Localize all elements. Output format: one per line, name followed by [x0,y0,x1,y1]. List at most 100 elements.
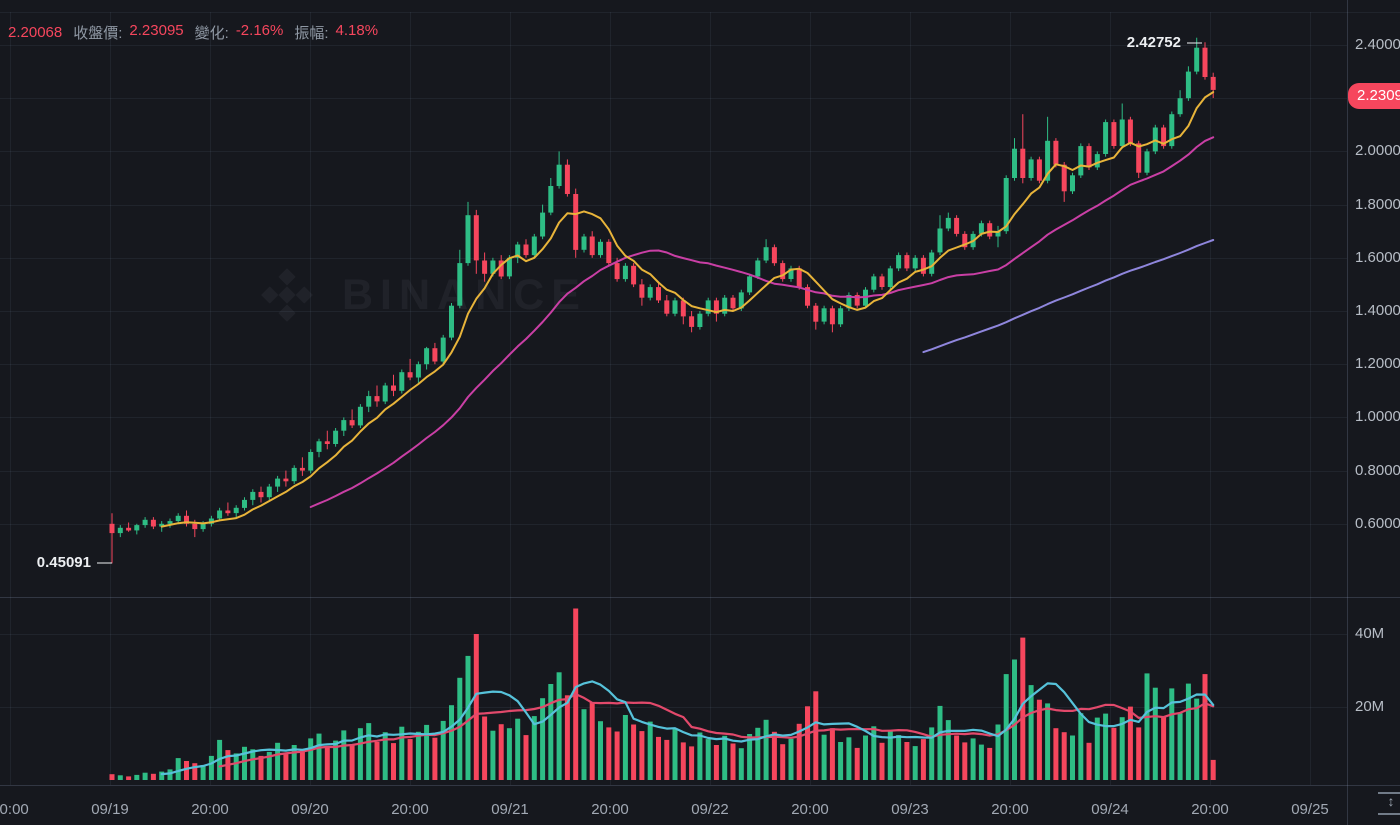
candle-body [374,396,380,402]
volume-ma-slow-line [218,693,1215,768]
volume-bar [341,730,347,780]
candle-body [978,223,984,234]
candle-body [440,337,446,362]
volume-bar [184,761,189,780]
candle-body [540,212,546,237]
volume-bar [134,774,140,780]
volume-bar [175,758,181,780]
volume-bar [846,737,852,780]
volume-bar [904,742,910,780]
candle-body [324,441,330,444]
volume-bar [457,677,463,780]
candle-body [747,276,753,293]
time-axis-label: 20:00 [791,801,829,818]
volume-bar [1161,716,1167,780]
pointer-dash: — [97,554,112,571]
volume-bar [432,737,438,780]
volume-bar [771,731,777,780]
volume-axis-label: 40M [1355,625,1385,642]
volume-bar [126,776,132,780]
volume-bar [647,721,653,780]
volume-bar [1086,742,1092,780]
volume-bar [250,749,256,780]
volume-bar [275,742,281,780]
candle-body [1202,47,1208,77]
volume-bar [1127,706,1133,780]
volume-bar [283,754,289,780]
volume-bar [1185,683,1191,780]
candle-body [515,244,521,258]
volume-bar [374,742,380,780]
scale-adjust-icon[interactable]: ↕ [1378,792,1400,815]
time-axis-label: 20:00 [391,801,429,818]
candle-body [622,265,628,280]
volume-bar [1119,717,1125,780]
volume-bar [664,739,670,780]
ma99-line [922,239,1215,354]
volume-bar [747,734,753,780]
volume-bar [738,748,744,780]
candle-body [912,257,918,269]
price-axis-label: 2.0000 [1355,142,1400,160]
price-axis-label: 2.4000 [1355,36,1400,53]
candle-body [763,247,769,261]
candle-body [1020,148,1026,178]
candle-body [564,164,570,194]
volume-bar [581,709,587,780]
volume-bar [639,731,645,780]
volume-bar [821,734,827,780]
last-price-badge: 2.23095 [1348,83,1400,109]
ma7-line [160,91,1215,528]
volume-bar [506,728,512,780]
candle-body [713,300,719,314]
candle-body [150,519,156,527]
time-axis-label: 20:00 [1191,801,1229,818]
price-axis-label: 1.4000 [1355,302,1400,319]
volume-bar [680,742,686,780]
volume-bar [1103,713,1109,780]
volume-bar [498,724,504,780]
volume-bar [415,731,421,780]
candle-body [1094,154,1100,168]
candle-body [672,300,678,314]
candle-body [333,430,339,444]
volume-bar [324,746,330,780]
volume-bar [705,739,711,780]
candle-body [813,305,819,322]
volume-bar [523,735,529,780]
candle-body [498,260,504,277]
time-axis-label: 09/25 [1291,801,1329,818]
time-axis-label: 20:00 [991,801,1029,818]
volume-bar [697,732,703,780]
time-axis-label: 20:00 [591,801,629,818]
volume-bar [1028,685,1034,780]
volume-bar [755,727,761,780]
volume-bar [945,720,951,780]
candle-body [382,385,388,402]
candle-body [399,372,405,391]
candle-body [242,499,247,508]
volume-bar [1136,727,1142,780]
volume-bar [978,744,984,780]
candle-body [1036,159,1042,181]
volume-bar [929,727,935,780]
candle-body [846,295,852,309]
volume-bar [299,749,305,780]
price-axis-label: 1.2000 [1355,355,1400,373]
candle-body [929,252,935,274]
candle-body [987,223,993,237]
volume-bar [838,742,844,780]
candle-body [134,525,140,531]
time-axis-label: 09/20 [291,801,329,818]
candle-body [432,348,438,362]
volume-bar [242,746,247,780]
volume-bar [167,769,173,780]
candle-body [217,510,223,519]
volume-bar [1061,732,1067,780]
price-axis-label: 0.6000 [1355,514,1400,532]
volume-bar [1003,674,1009,780]
candle-body [896,255,902,269]
volume-bar [1210,759,1216,780]
